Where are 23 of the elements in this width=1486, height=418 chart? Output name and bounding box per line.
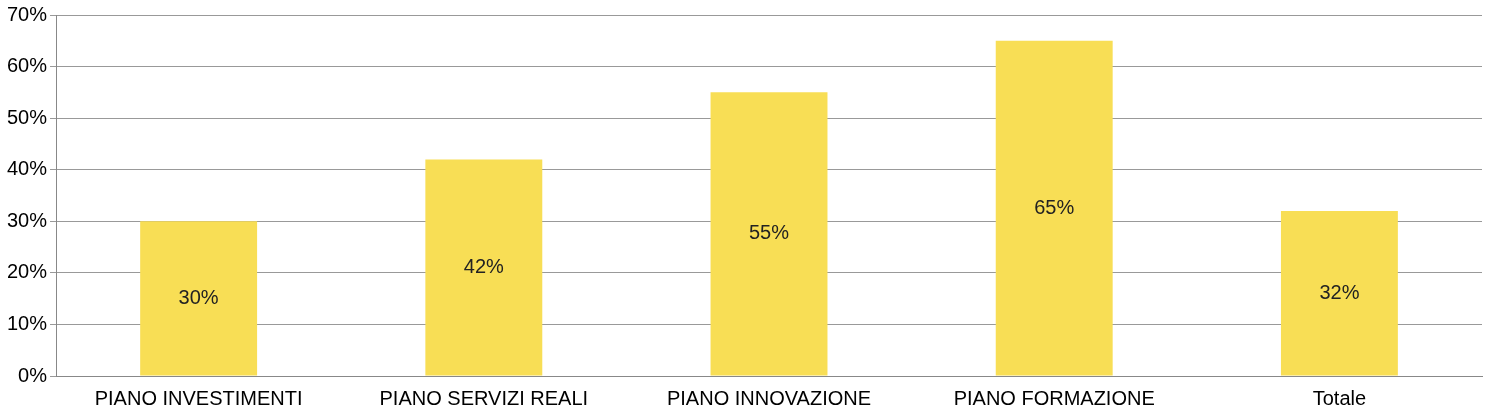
x-tick-label: PIANO FORMAZIONE xyxy=(953,386,1155,409)
y-tick-label: 10% xyxy=(7,311,48,334)
x-tick-label: Totale xyxy=(1312,386,1367,409)
y-tick-label: 70% xyxy=(7,2,48,25)
bar xyxy=(995,40,1113,376)
x-tick-label: PIANO SERVIZI REALI xyxy=(379,386,589,409)
bar xyxy=(140,221,258,376)
data-label: 32% xyxy=(1319,280,1360,303)
bar xyxy=(1280,210,1398,376)
bar xyxy=(710,92,828,376)
y-tick-label: 0% xyxy=(18,363,48,386)
data-label: 65% xyxy=(1034,195,1075,218)
x-tick-label: PIANO INVESTIMENTI xyxy=(94,386,303,409)
y-tick-label: 40% xyxy=(7,157,48,180)
data-label: 55% xyxy=(749,221,790,244)
y-tick-label: 60% xyxy=(7,54,48,77)
bar xyxy=(425,159,543,376)
y-tick-label: 20% xyxy=(7,260,48,283)
data-label: 30% xyxy=(178,285,219,308)
data-label: 42% xyxy=(463,254,505,277)
y-tick-label: 50% xyxy=(7,105,48,128)
y-tick-label: 30% xyxy=(7,208,48,231)
x-tick-label: PIANO INNOVAZIONE xyxy=(666,386,872,409)
